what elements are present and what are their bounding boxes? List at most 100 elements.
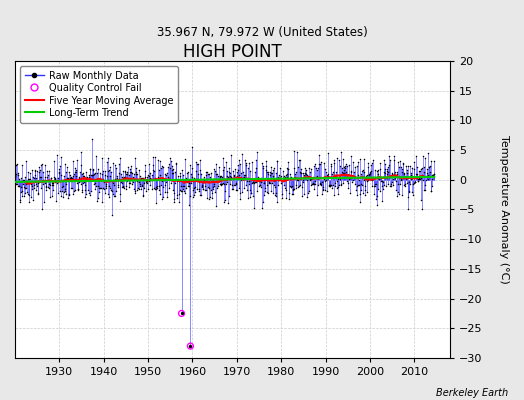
Point bbox=[415, 168, 423, 174]
Point bbox=[272, 158, 281, 164]
Point bbox=[417, 166, 425, 172]
Point bbox=[167, 180, 176, 186]
Point bbox=[380, 182, 388, 188]
Point bbox=[247, 190, 255, 197]
Point bbox=[23, 189, 31, 196]
Point bbox=[360, 156, 368, 162]
Point bbox=[407, 172, 415, 178]
Point bbox=[79, 170, 88, 176]
Point bbox=[370, 183, 378, 189]
Point bbox=[81, 194, 89, 200]
Point bbox=[17, 188, 26, 194]
Point bbox=[274, 182, 282, 188]
Point bbox=[204, 184, 212, 190]
Point bbox=[381, 166, 390, 172]
Point bbox=[229, 176, 237, 182]
Point bbox=[341, 170, 349, 177]
Point bbox=[133, 170, 141, 177]
Point bbox=[59, 194, 67, 201]
Point bbox=[83, 187, 92, 193]
Point bbox=[279, 176, 288, 182]
Point bbox=[245, 187, 254, 194]
Point bbox=[236, 196, 244, 202]
Point bbox=[19, 177, 27, 184]
Point bbox=[385, 153, 394, 160]
Point bbox=[129, 176, 138, 182]
Point bbox=[249, 179, 258, 186]
Point bbox=[49, 182, 57, 188]
Point bbox=[64, 169, 73, 176]
Point bbox=[265, 180, 274, 187]
Point bbox=[292, 169, 300, 175]
Point bbox=[252, 157, 260, 163]
Point bbox=[330, 159, 338, 166]
Point bbox=[310, 162, 318, 169]
Point bbox=[380, 169, 389, 176]
Point bbox=[354, 172, 362, 178]
Point bbox=[61, 161, 69, 168]
Point bbox=[173, 178, 182, 184]
Point bbox=[178, 188, 187, 194]
Point bbox=[89, 165, 97, 172]
Point bbox=[41, 162, 50, 168]
Point bbox=[299, 170, 308, 176]
Point bbox=[268, 170, 276, 176]
Point bbox=[86, 188, 95, 194]
Point bbox=[263, 182, 271, 188]
Point bbox=[160, 177, 168, 183]
Point bbox=[263, 188, 271, 195]
Point bbox=[369, 156, 377, 163]
Point bbox=[407, 176, 415, 182]
Point bbox=[358, 189, 367, 196]
Point bbox=[79, 180, 88, 186]
Point bbox=[171, 161, 180, 167]
Point bbox=[89, 167, 97, 174]
Point bbox=[383, 168, 391, 174]
Point bbox=[254, 177, 263, 183]
Point bbox=[308, 175, 316, 181]
Point bbox=[248, 158, 256, 165]
Point bbox=[177, 182, 185, 189]
Point bbox=[233, 168, 241, 175]
Point bbox=[23, 178, 31, 184]
Point bbox=[330, 192, 338, 198]
Point bbox=[73, 157, 81, 164]
Point bbox=[56, 188, 64, 194]
Point bbox=[93, 198, 101, 204]
Point bbox=[177, 310, 185, 317]
Point bbox=[149, 185, 158, 192]
Point bbox=[213, 179, 222, 185]
Point bbox=[227, 182, 236, 188]
Point bbox=[363, 172, 371, 178]
Point bbox=[354, 159, 363, 165]
Point bbox=[206, 174, 215, 180]
Point bbox=[357, 168, 366, 174]
Point bbox=[20, 190, 29, 197]
Point bbox=[378, 178, 386, 184]
Point bbox=[241, 172, 249, 178]
Point bbox=[341, 164, 350, 171]
Point bbox=[283, 171, 291, 178]
Point bbox=[387, 182, 395, 189]
Point bbox=[292, 182, 300, 189]
Point bbox=[146, 175, 155, 181]
Point bbox=[377, 173, 386, 180]
Point bbox=[203, 194, 212, 201]
Point bbox=[381, 175, 390, 181]
Point bbox=[36, 167, 44, 174]
Point bbox=[167, 158, 175, 164]
Point bbox=[14, 183, 22, 189]
Point bbox=[234, 162, 242, 168]
Point bbox=[191, 184, 199, 190]
Point bbox=[409, 192, 418, 198]
Point bbox=[333, 178, 341, 184]
Point bbox=[234, 172, 243, 178]
Point bbox=[364, 160, 372, 166]
Point bbox=[136, 173, 144, 179]
Point bbox=[52, 178, 60, 184]
Point bbox=[390, 157, 398, 163]
Point bbox=[46, 174, 54, 181]
Point bbox=[318, 186, 326, 192]
Point bbox=[156, 172, 164, 178]
Point bbox=[245, 181, 254, 187]
